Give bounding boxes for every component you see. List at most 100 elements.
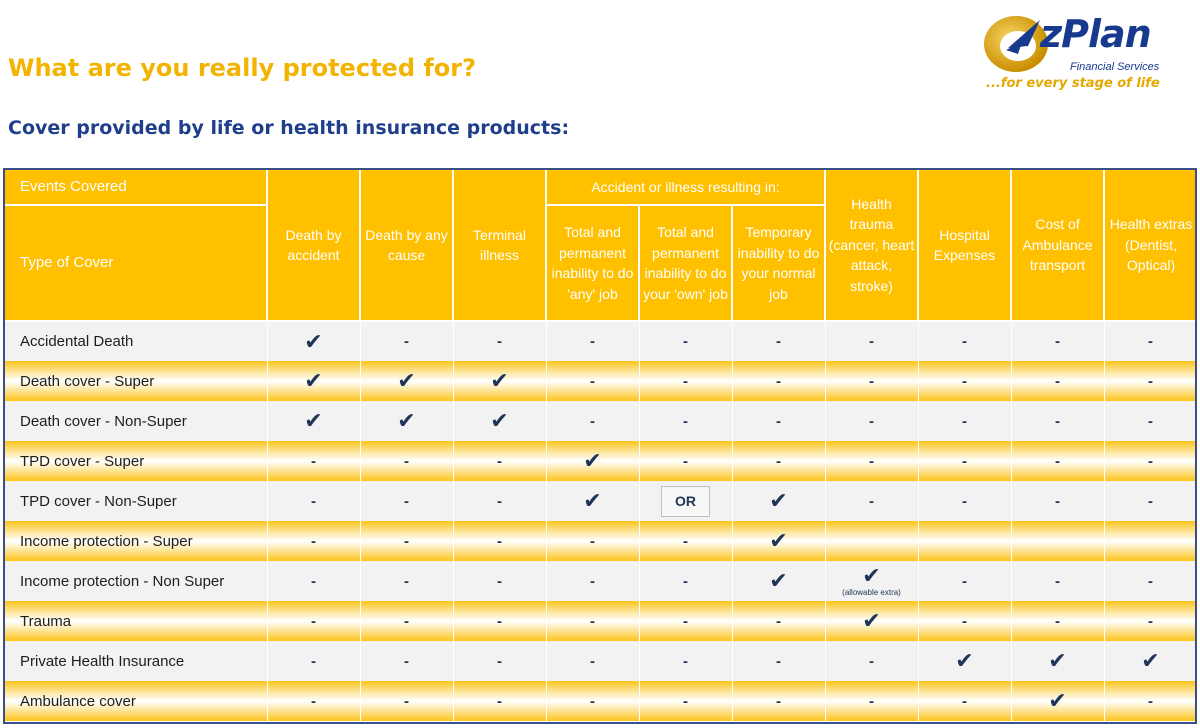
table-cell: ✔ (546, 441, 640, 481)
dash-icon: - (590, 612, 595, 630)
table-cell: - (1104, 441, 1195, 481)
table-cell: - (546, 561, 640, 601)
dash-icon: - (497, 333, 502, 350)
checkmark-icon: ✔ (769, 488, 788, 513)
checkmark-icon: ✔ (955, 648, 974, 673)
dash-icon: - (1148, 692, 1154, 710)
table-cell: - (546, 321, 640, 361)
table-cell: - (918, 601, 1012, 641)
logo-tagline: ...for every stage of life (986, 76, 1160, 91)
dash-icon: - (683, 532, 688, 550)
table-cell: ✔ (267, 361, 361, 401)
dash-icon: - (404, 612, 409, 630)
dash-icon: - (683, 612, 688, 630)
table-cell: ✔ (453, 361, 547, 401)
table-row: Death cover - Non-Super ✔ ✔ ✔ - - - - - - - (5, 401, 1195, 441)
table-cell: - (453, 321, 547, 361)
table-cell: - (360, 321, 454, 361)
table-cell: - (1011, 401, 1105, 441)
dash-icon: - (590, 333, 595, 350)
checkmark-icon: ✔ (304, 408, 323, 433)
dash-icon: - (311, 532, 316, 550)
table-cell: ✔ (732, 561, 826, 601)
table-cell: - (1104, 401, 1195, 441)
col-header: Death by accident (267, 170, 361, 322)
dash-icon: - (404, 692, 409, 710)
dash-icon: - (1148, 372, 1154, 390)
row-label: TPD cover - Non-Super (5, 481, 268, 521)
table-row: TPD cover - Super - - - ✔ - - - - - - (5, 441, 1195, 481)
dash-icon: - (683, 652, 688, 670)
dash-icon: - (683, 372, 688, 390)
checkmark-icon: ✔ (304, 328, 323, 354)
dash-icon: - (869, 412, 875, 430)
table-cell (918, 521, 1012, 561)
table-cell: - (267, 681, 361, 721)
table-cell: - (918, 401, 1012, 441)
dash-icon: - (404, 532, 409, 550)
or-badge: OR (661, 485, 710, 517)
table-cell: - (267, 561, 361, 601)
row-label: Death cover - Super (5, 361, 268, 401)
dash-icon: - (1148, 612, 1154, 630)
table-cell (825, 521, 919, 561)
dash-icon: - (776, 652, 781, 670)
logo-swoosh-icon (984, 16, 1048, 72)
dash-icon: - (869, 452, 875, 470)
dash-icon: - (497, 652, 502, 670)
dash-icon: - (590, 572, 595, 590)
table-cell: - (918, 681, 1012, 721)
table-cell (1104, 521, 1195, 561)
dash-icon: - (1055, 372, 1061, 390)
table-cell: - (732, 601, 826, 641)
table-cell: - (1104, 481, 1195, 521)
dash-icon: - (311, 572, 316, 590)
dash-icon: - (962, 372, 968, 390)
dash-icon: - (683, 333, 688, 350)
dash-icon: - (869, 333, 875, 350)
table-cell: - (825, 361, 919, 401)
col-header: Health extras (Dentist, Optical) (1104, 170, 1195, 322)
table-cell: - (639, 401, 733, 441)
dash-icon: - (404, 333, 409, 350)
dash-icon: - (776, 612, 781, 630)
table-row: Trauma - - - - - - ✔ - - - (5, 601, 1195, 641)
logo-subtitle: Financial Services (1070, 61, 1160, 73)
dash-icon: - (590, 692, 595, 710)
dash-icon: - (404, 652, 409, 670)
row-label: Accidental Death (5, 321, 268, 361)
allowable-extra-note: (allowable extra) (842, 588, 901, 597)
col-header: Death by any cause (360, 170, 454, 322)
table-row: Private Health Insurance - - - - - - - ✔ ✔ ✔ (5, 641, 1195, 681)
table-cell: - (453, 641, 547, 681)
dash-icon: - (776, 372, 781, 390)
checkmark-icon: ✔ (862, 563, 881, 588)
dash-icon: - (683, 412, 688, 430)
dash-icon: - (776, 452, 781, 470)
table-cell: - (360, 561, 454, 601)
table-cell: - (1104, 561, 1195, 601)
col-header: Total and permanent inability to do your… (639, 205, 733, 322)
table-row: Income protection - Non Super - - - - - ✔ ✔ (all… (5, 561, 1195, 601)
table-row: Income protection - Super - - - - - ✔ (5, 521, 1195, 561)
table-cell: - (918, 481, 1012, 521)
dash-icon: - (962, 412, 968, 430)
dash-icon: - (1055, 612, 1061, 630)
checkmark-icon: ✔ (490, 368, 509, 393)
table-cell: - (825, 441, 919, 481)
row-label: Income protection - Non Super (5, 561, 268, 601)
dash-icon: - (1055, 452, 1061, 470)
table-cell: - (360, 601, 454, 641)
dash-icon: - (497, 692, 502, 710)
table-cell: - (1104, 601, 1195, 641)
dash-icon: - (590, 372, 595, 390)
table-cell: - (1104, 321, 1195, 361)
table-row: TPD cover - Non-Super - - - ✔ OR ✔ - - - - (5, 481, 1195, 521)
table-cell: - (1011, 601, 1105, 641)
cover-table: Events Covered Death by accident Death b… (3, 168, 1197, 724)
table-cell: - (546, 361, 640, 401)
table-cell: - (1104, 681, 1195, 721)
table-cell: - (918, 361, 1012, 401)
group-header: Accident or illness resulting in: (546, 170, 827, 206)
dash-icon: - (1148, 333, 1154, 350)
